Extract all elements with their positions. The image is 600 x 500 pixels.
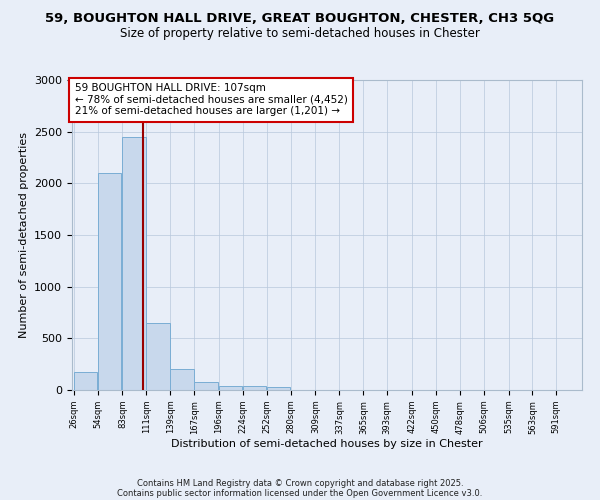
Bar — [267, 387, 290, 390]
Bar — [243, 386, 266, 390]
Bar — [146, 323, 170, 390]
Bar — [98, 173, 121, 390]
Text: Contains HM Land Registry data © Crown copyright and database right 2025.: Contains HM Land Registry data © Crown c… — [137, 478, 463, 488]
Text: Size of property relative to semi-detached houses in Chester: Size of property relative to semi-detach… — [120, 28, 480, 40]
Bar — [74, 372, 97, 390]
Y-axis label: Number of semi-detached properties: Number of semi-detached properties — [19, 132, 29, 338]
X-axis label: Distribution of semi-detached houses by size in Chester: Distribution of semi-detached houses by … — [171, 440, 483, 450]
Text: 59, BOUGHTON HALL DRIVE, GREAT BOUGHTON, CHESTER, CH3 5QG: 59, BOUGHTON HALL DRIVE, GREAT BOUGHTON,… — [46, 12, 554, 26]
Bar — [219, 386, 242, 390]
Bar — [194, 382, 218, 390]
Text: 59 BOUGHTON HALL DRIVE: 107sqm
← 78% of semi-detached houses are smaller (4,452): 59 BOUGHTON HALL DRIVE: 107sqm ← 78% of … — [74, 83, 347, 116]
Bar — [122, 137, 146, 390]
Text: Contains public sector information licensed under the Open Government Licence v3: Contains public sector information licen… — [118, 488, 482, 498]
Bar — [170, 370, 194, 390]
